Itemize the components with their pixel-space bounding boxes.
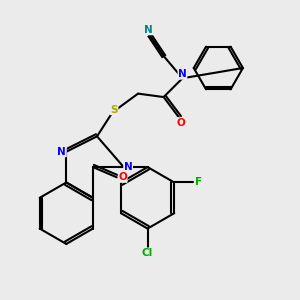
- Text: N: N: [124, 162, 133, 172]
- Text: O: O: [118, 172, 127, 182]
- Text: O: O: [176, 118, 185, 128]
- Text: S: S: [110, 105, 118, 115]
- Text: N: N: [178, 69, 187, 79]
- Text: F: F: [195, 178, 202, 188]
- Text: Cl: Cl: [142, 248, 153, 258]
- Text: N: N: [58, 147, 66, 157]
- Text: N: N: [144, 25, 153, 35]
